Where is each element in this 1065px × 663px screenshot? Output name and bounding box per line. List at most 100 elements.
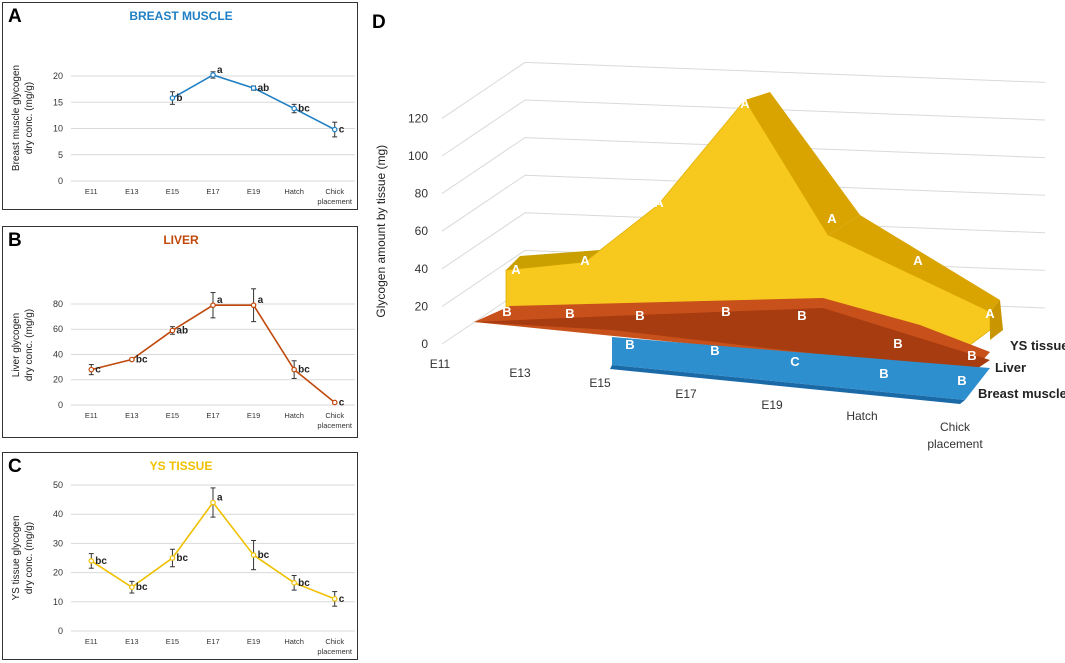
ys-tissue-label: A <box>913 253 923 268</box>
significance-label: bc <box>136 582 148 593</box>
x-tick-label: E17 <box>206 187 219 196</box>
data-point <box>331 399 338 406</box>
panel-d-letter: D <box>372 12 386 33</box>
x-tick-label: Hatch <box>284 637 304 646</box>
gridline <box>441 137 1046 195</box>
ys-tissue-ridge <box>828 215 1000 312</box>
y-tick-label: 0 <box>58 626 63 636</box>
significance-label: c <box>339 594 345 605</box>
x-tick-label: placement <box>317 197 353 206</box>
x-tick-label: placement <box>927 437 983 451</box>
y-tick-label: 80 <box>415 187 429 201</box>
legend-breast-muscle: Breast muscle <box>978 386 1065 401</box>
breast-muscle-surface <box>612 337 990 400</box>
liver-label: B <box>967 348 976 363</box>
panel-b-title: LIVER <box>163 233 199 247</box>
x-tick-label: Chick <box>325 187 344 196</box>
significance-label: bc <box>258 550 270 561</box>
chart-c-svg: 0 10 20 30 40 50 E11 E13 E15 E17 E19 Hatch Chickplac… <box>11 480 355 656</box>
x-tick-label: placement <box>317 647 353 656</box>
y-tick-label: 60 <box>53 324 63 334</box>
data-point <box>169 327 176 334</box>
ys-tissue-ridge <box>506 250 600 270</box>
y-tick-label: 60 <box>415 224 429 238</box>
data-point <box>250 552 257 558</box>
y-axis-label: dry conc. (mg/g) <box>24 522 35 594</box>
series-line <box>91 304 336 404</box>
significance-label: bc <box>298 578 310 589</box>
y-tick-label: 0 <box>421 337 428 351</box>
x-tick-label: E19 <box>761 398 783 412</box>
y-tick-label: 100 <box>408 149 428 163</box>
significance-label: c <box>339 125 345 136</box>
x-tick-label: E17 <box>206 411 219 420</box>
y-axis-label: dry conc. (mg/g) <box>24 309 35 381</box>
y-tick-label: 30 <box>53 538 63 548</box>
x-tick-label: placement <box>317 421 353 430</box>
panel-a-letter: A <box>8 6 22 27</box>
chart-a-svg: 0 5 10 15 20 E11 E13 E15 E17 E19 Hatch Chickplaceme… <box>11 65 355 206</box>
breast-muscle-label: B <box>879 366 888 381</box>
y-axis-label: dry conc. (mg/g) <box>24 82 35 154</box>
data-point <box>169 555 176 561</box>
liver-label: B <box>797 308 806 323</box>
panel-b-letter: B <box>8 230 22 251</box>
liver-label: B <box>635 308 644 323</box>
x-tick-label: Hatch <box>284 187 304 196</box>
x-tick-label: Hatch <box>846 409 877 423</box>
data-point <box>331 596 338 602</box>
y-axis-label: Liver glycogen <box>11 313 22 377</box>
ys-tissue-label: A <box>511 262 521 277</box>
x-tick-label: Chick <box>940 420 971 434</box>
x-tick-label: E17 <box>675 387 697 401</box>
panel-c-letter: C <box>8 456 22 477</box>
x-tick-label: E13 <box>125 187 138 196</box>
x-tick-label: E19 <box>247 411 260 420</box>
data-point <box>291 105 297 112</box>
y-tick-label: 20 <box>415 299 429 313</box>
data-point <box>169 95 176 101</box>
data-point <box>88 366 95 373</box>
liver-label: B <box>893 336 902 351</box>
data-point <box>88 558 95 564</box>
liver-label: B <box>721 304 730 319</box>
data-point <box>291 366 297 373</box>
breast-muscle-label: B <box>625 337 634 352</box>
x-tick-label: E11 <box>85 637 98 646</box>
y-tick-label: 50 <box>53 480 63 490</box>
data-point <box>250 85 257 91</box>
data-point <box>129 356 135 363</box>
ys-tissue-label: A <box>654 195 664 210</box>
significance-label: bc <box>136 355 148 366</box>
y-axis-label: Glycogen amount by tissue (mg) <box>374 145 388 318</box>
x-tick-label: E19 <box>247 637 260 646</box>
data-point <box>210 72 216 78</box>
chart-b-svg: 0 20 40 60 80 E11 E13 E15 E17 E19 Hatch Chickplacem… <box>11 288 355 430</box>
y-tick-label: 20 <box>53 568 63 578</box>
significance-label: bc <box>298 104 310 115</box>
breast-muscle-label: B <box>957 373 966 388</box>
y-tick-label: 5 <box>58 150 63 160</box>
liver-label: B <box>565 306 574 321</box>
y-tick-label: 0 <box>58 400 63 410</box>
x-tick-label: E15 <box>589 376 611 390</box>
x-tick-label: E11 <box>85 187 98 196</box>
y-tick-label: 20 <box>53 71 63 81</box>
x-tick-label: E11 <box>430 357 451 371</box>
x-tick-label: E11 <box>85 411 98 420</box>
x-tick-label: Hatch <box>284 411 304 420</box>
breast-muscle-label: C <box>790 354 800 369</box>
x-tick-label: E15 <box>166 637 179 646</box>
significance-label: bc <box>95 556 107 567</box>
x-tick-label: E15 <box>166 187 179 196</box>
y-tick-label: 40 <box>415 262 429 276</box>
significance-label: a <box>217 65 223 76</box>
breast-muscle-label: B <box>710 343 719 358</box>
ys-tissue-label: A <box>985 306 995 321</box>
x-tick-label: Chick <box>325 411 344 420</box>
significance-label: ab <box>258 83 270 94</box>
data-point <box>331 126 338 133</box>
significance-label: a <box>217 493 223 504</box>
significance-label: a <box>258 295 264 306</box>
liver-front <box>474 308 990 372</box>
